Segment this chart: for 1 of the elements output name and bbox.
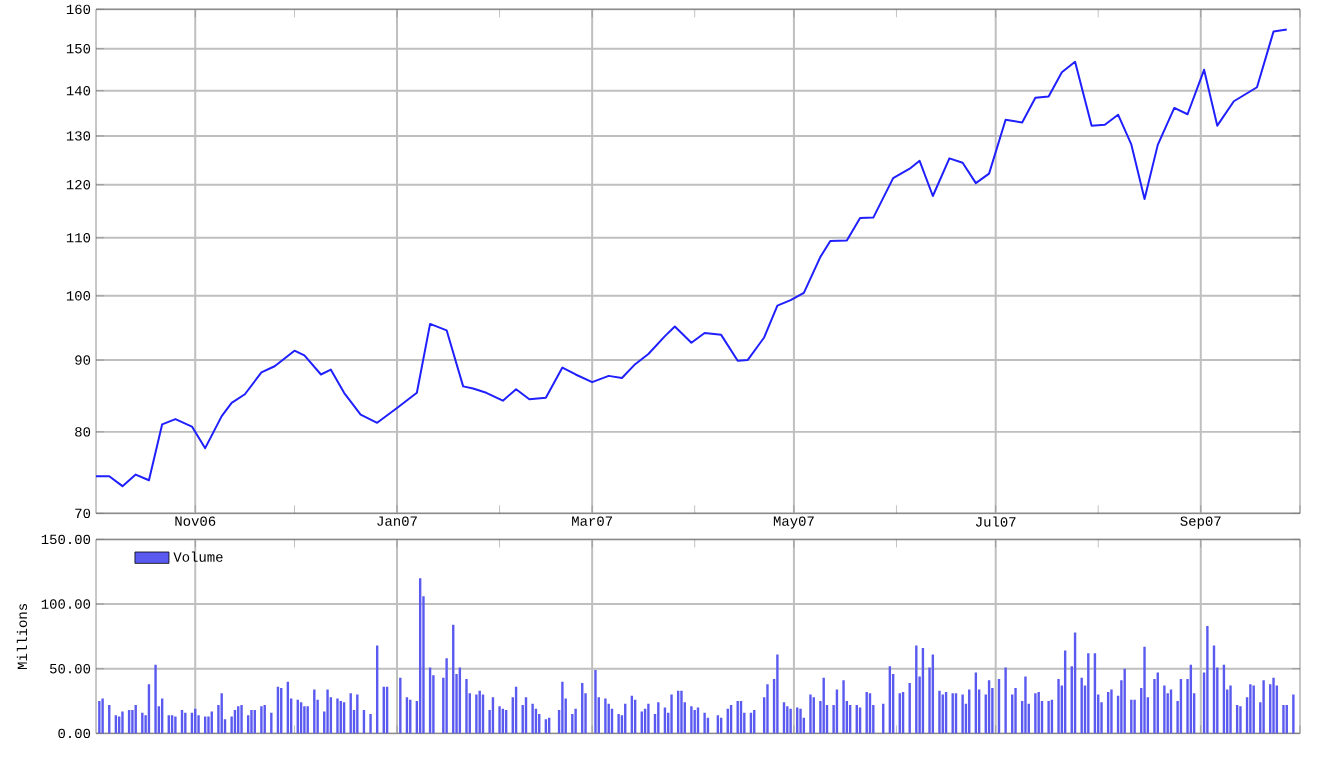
line-series [96,28,1288,488]
